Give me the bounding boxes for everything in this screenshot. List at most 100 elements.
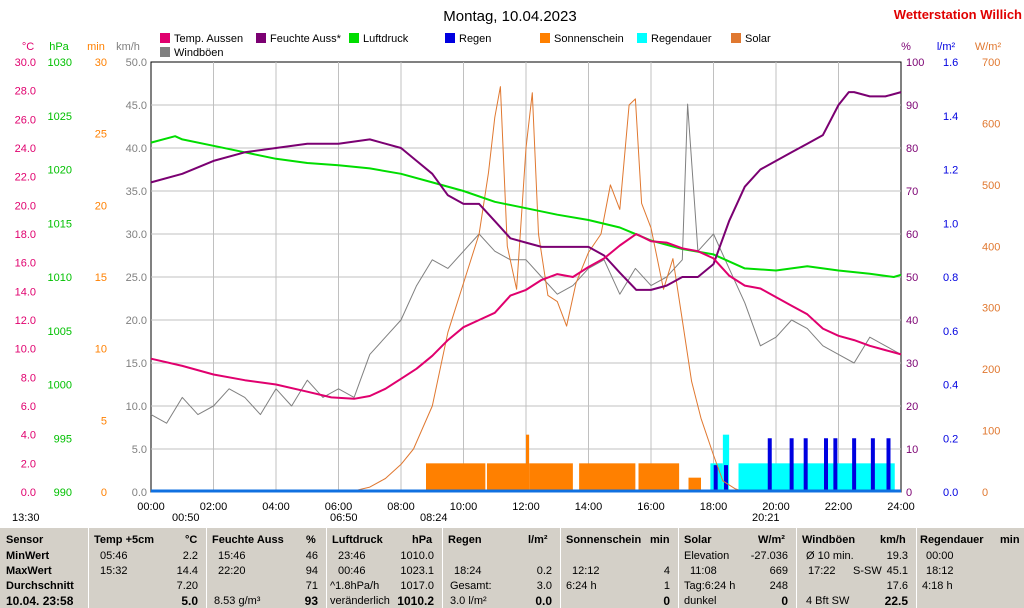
temp-avg: 7.20 [176,580,198,592]
time-marker-label: 13:30 [12,512,40,524]
legend-swatch [256,33,266,43]
th-wind-unit: km/h [880,534,906,546]
weather-chart: Montag, 10.04.2023 Wetterstation Willich… [12,7,1022,524]
hum-min-time: 15:46 [218,550,246,562]
pressure-tick: 1025 [48,111,72,123]
wind-tick: 10.0 [126,401,147,413]
pressure-line [150,135,902,278]
humidity-tick: 30 [906,358,918,370]
time-axis-ticks: 00:00 02:00 04:00 06:00 08:00 10:00 12:00 14:00… [137,501,915,513]
rain-axis-unit: l/m² [937,41,956,53]
legend-label: Feuchte Auss* [270,33,342,45]
rd-max-time: 18:12 [926,565,954,577]
sun-tick: 30 [95,57,107,69]
rain-bar [724,465,728,492]
rain-bar [803,438,808,492]
temp-tick: 10.0 [15,344,36,356]
sun-tick: 25 [95,129,107,141]
pressure-tick: 1030 [48,57,72,69]
temp-tick: 30.0 [15,57,36,69]
press-now: 1010.2 [397,594,434,608]
sun-tick: 5 [101,415,107,427]
wind-tick: 50.0 [126,57,147,69]
th-press-unit: hPa [412,534,433,546]
sunshine-bar [529,463,573,492]
rain-tick: 0.8 [943,272,958,284]
humidity-tick: 40 [906,315,918,327]
legend-label: Windböen [174,47,224,59]
wind-tick: 45.0 [126,100,147,112]
row-label-max: MaxWert [6,565,52,577]
sunshine-bar [426,463,486,492]
rain-duration-bar [738,463,895,492]
station-name: Wetterstation Willich [894,7,1022,22]
sunshine-bar [526,434,530,492]
solar-tick: 100 [982,426,1000,438]
solar-tick: 500 [982,180,1000,192]
temp-tick: 24.0 [15,143,36,155]
temp-tick: 2.0 [21,458,36,470]
th-sensor: Sensor [6,534,44,546]
temp-min-time: 05:46 [100,550,128,562]
rain-bar [886,438,891,492]
time-tick: 24:00 [887,501,915,513]
rain-tick: 1.0 [943,218,958,230]
solar-tick: 300 [982,303,1000,315]
row-label-min: MinWert [6,550,50,562]
solar-day: Tag:6:24 h [684,580,736,592]
solar-tick: 700 [982,57,1000,69]
th-hum: Feuchte Auss [212,534,284,546]
wind-tick: 0.0 [132,487,147,499]
th-rain-unit: l/m² [528,534,548,546]
rain-tick: 1.2 [943,165,958,177]
solar-elevation-label: Elevation [684,550,730,562]
th-press: Luftdruck [332,534,383,546]
rain-axis-ticks: 1.6 1.4 1.2 1.0 0.8 0.6 0.4 0.2 0.0 [943,57,958,499]
temp-tick: 0.0 [21,487,36,499]
rain-bars [713,438,891,492]
th-temp-unit: °C [185,534,198,546]
sun-max: 4 [663,565,670,577]
legend-label: Luftdruck [363,33,409,45]
wind-gust-line [150,103,902,424]
time-tick: 04:00 [262,501,290,513]
wind-tick: 35.0 [126,186,147,198]
pressure-tick: 1010 [48,272,72,284]
solar-max: 669 [769,565,788,577]
humidity-tick: 50 [906,272,918,284]
time-marker-label: 06:50 [330,512,358,524]
time-tick: 06:00 [325,501,353,513]
time-marker-label: 20:21 [752,512,780,524]
solar-max-time: 11:08 [690,565,717,577]
humidity-tick: 0 [906,487,912,499]
solar-elevation: -27.036 [750,550,788,562]
solar-line [151,86,901,493]
hum-abs: 8.53 g/m³ [214,595,261,607]
wind-avg: 17.6 [886,580,908,592]
solar-now: 0 [781,594,788,608]
temp-tick: 12.0 [15,315,36,327]
sun-tick: 10 [95,344,107,356]
rd-min-time: 00:00 [926,550,954,562]
press-max-time: 00:46 [338,565,366,577]
rain-max-time: 18:24 [454,565,482,577]
rain-now: 0.0 [535,594,552,608]
time-tick: 20:00 [762,501,790,513]
solar-state: dunkel [684,595,717,607]
press-min: 1010.0 [400,550,434,562]
rain-bar [713,465,718,492]
th-temp: Temp +5cm [94,534,155,546]
humidity-tick: 20 [906,401,918,413]
temp-min: 2.2 [182,550,198,562]
temp-tick: 22.0 [15,172,36,184]
pressure-tick: 990 [54,487,72,499]
wind-tick: 5.0 [132,444,147,456]
temp-tick: 8.0 [21,372,36,384]
rain-bar [789,438,794,492]
th-wind: Windböen [802,534,856,546]
humidity-line [150,91,902,291]
humidity-tick: 90 [906,100,918,112]
sun-tick: 20 [95,200,107,212]
wind-max-dir: S-SW [853,565,882,577]
hum-min: 46 [305,550,318,562]
